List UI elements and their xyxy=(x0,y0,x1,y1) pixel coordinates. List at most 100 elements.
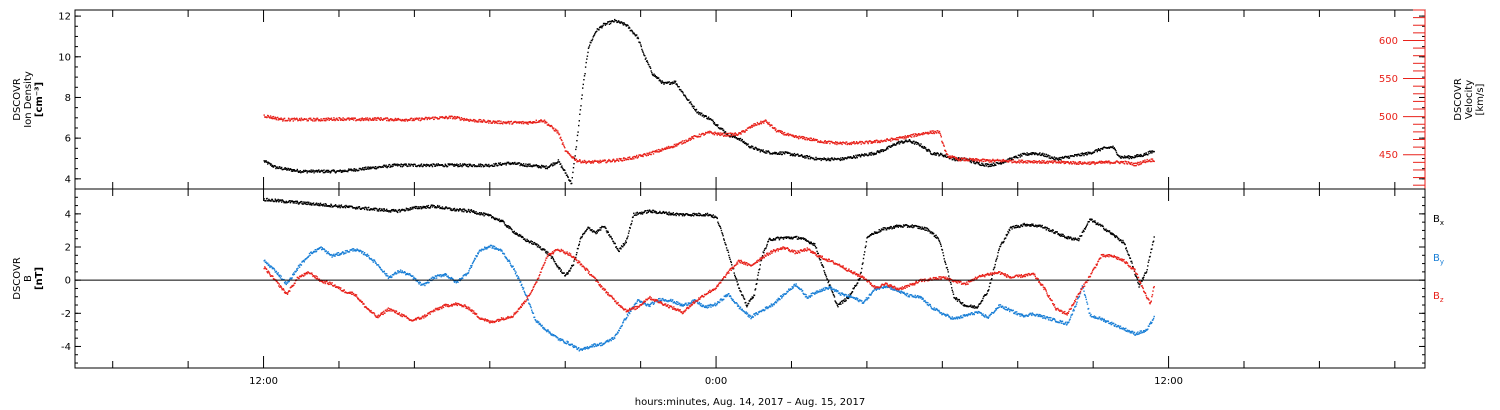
data-point xyxy=(870,142,872,144)
data-point xyxy=(959,157,961,159)
data-point xyxy=(593,34,596,36)
data-point xyxy=(1017,225,1020,227)
data-point xyxy=(982,163,984,165)
data-point xyxy=(486,214,489,216)
data-point xyxy=(575,256,577,259)
data-point xyxy=(551,125,553,128)
data-point xyxy=(516,232,518,235)
data-point xyxy=(990,160,992,162)
data-point xyxy=(504,122,506,124)
data-point xyxy=(850,292,853,295)
data-point xyxy=(585,230,587,232)
data-point xyxy=(513,230,515,233)
data-point xyxy=(872,141,875,144)
data-point xyxy=(271,266,273,268)
data-point xyxy=(327,169,330,172)
data-point xyxy=(566,150,568,153)
data-point xyxy=(1003,240,1005,243)
data-point xyxy=(1083,162,1085,165)
data-point xyxy=(1050,161,1053,163)
data-point xyxy=(462,118,464,120)
data-point xyxy=(730,132,732,134)
data-point xyxy=(1067,238,1069,240)
data-point xyxy=(459,163,461,165)
data-point xyxy=(987,163,989,166)
data-point xyxy=(731,264,733,266)
data-point xyxy=(593,35,595,37)
data-point xyxy=(267,163,269,165)
data-point xyxy=(669,213,671,215)
data-point xyxy=(394,117,397,120)
data-point xyxy=(445,274,447,276)
data-point xyxy=(1027,153,1029,155)
data-point xyxy=(832,293,835,296)
data-point xyxy=(796,235,798,238)
data-point xyxy=(426,163,428,166)
data-point xyxy=(468,163,470,165)
data-point xyxy=(661,147,663,150)
data-point xyxy=(554,261,556,263)
data-point xyxy=(567,176,569,179)
data-point xyxy=(1126,156,1128,159)
data-point xyxy=(1104,162,1106,164)
data-point xyxy=(483,215,485,217)
data-point xyxy=(1130,157,1133,160)
data-point xyxy=(913,143,916,145)
data-point xyxy=(473,260,475,262)
data-point xyxy=(749,146,752,148)
data-point xyxy=(1038,225,1040,227)
data-point xyxy=(1125,161,1127,163)
data-point xyxy=(1144,154,1146,156)
data-point xyxy=(406,273,408,275)
data-point xyxy=(269,115,272,117)
data-point xyxy=(364,119,366,121)
data-point xyxy=(692,212,694,215)
data-point xyxy=(1145,152,1147,154)
data-point xyxy=(278,167,280,169)
data-point xyxy=(650,70,652,72)
data-point xyxy=(551,163,553,166)
data-point xyxy=(955,298,957,301)
data-point xyxy=(269,266,271,269)
data-point xyxy=(853,155,855,157)
data-point xyxy=(753,125,756,127)
data-point xyxy=(348,168,350,170)
data-point xyxy=(347,205,350,207)
data-point xyxy=(900,226,902,228)
data-point xyxy=(1086,153,1089,155)
data-point xyxy=(703,134,705,136)
data-point xyxy=(678,86,680,88)
data-point xyxy=(290,170,293,172)
data-point xyxy=(811,139,813,142)
data-point xyxy=(377,116,379,119)
data-point xyxy=(625,25,627,27)
data-point xyxy=(475,255,477,257)
data-point xyxy=(1132,164,1134,166)
data-point xyxy=(721,128,724,130)
data-point xyxy=(815,159,818,161)
data-point xyxy=(1078,163,1080,165)
data-point xyxy=(310,202,312,204)
data-point xyxy=(1010,226,1013,229)
data-point xyxy=(893,143,895,145)
data-point xyxy=(658,79,660,82)
data-point xyxy=(600,229,602,231)
data-point xyxy=(386,166,388,169)
data-point xyxy=(1144,161,1147,164)
data-point xyxy=(606,161,608,163)
data-point xyxy=(805,238,807,241)
data-point xyxy=(999,159,1002,162)
data-point xyxy=(777,129,779,132)
data-point xyxy=(319,204,321,207)
data-point xyxy=(861,141,864,143)
data-point xyxy=(430,205,432,208)
data-point xyxy=(456,163,458,165)
data-point xyxy=(270,116,272,119)
data-point xyxy=(457,281,459,283)
data-point xyxy=(565,273,568,275)
data-point xyxy=(1063,162,1065,165)
data-point xyxy=(938,132,940,134)
data-point xyxy=(473,211,475,213)
data-point xyxy=(691,137,694,139)
data-point xyxy=(942,254,945,257)
